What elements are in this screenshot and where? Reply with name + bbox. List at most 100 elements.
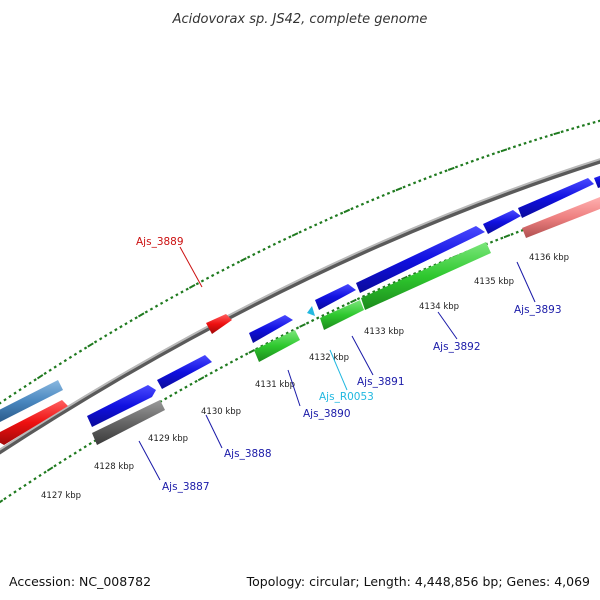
ruler-label: 4135 kbp bbox=[474, 277, 514, 287]
ruler-tick bbox=[303, 228, 307, 232]
gene-arrow[interactable] bbox=[315, 284, 356, 310]
reverse-gene-track bbox=[0, 197, 600, 445]
ruler-label: 4127 kbp bbox=[41, 491, 81, 501]
ruler-tick bbox=[298, 230, 302, 234]
ruler-tick bbox=[248, 349, 256, 354]
ruler-tick bbox=[137, 312, 145, 318]
ruler-tick bbox=[372, 290, 376, 294]
ruler-tick bbox=[78, 448, 82, 452]
gene-arrow[interactable] bbox=[361, 242, 491, 310]
gene-label-ajs-3887[interactable]: Ajs_3887 bbox=[162, 481, 210, 493]
outer-ruler bbox=[0, 119, 600, 405]
ruler-tick bbox=[63, 358, 67, 363]
ruler-tick bbox=[175, 293, 179, 297]
ruler-tick bbox=[523, 141, 527, 145]
gene-label-ajs-3888[interactable]: Ajs_3888 bbox=[224, 448, 272, 460]
ruler-tick bbox=[475, 157, 480, 161]
ruler-labels: 4127 kbp 4128 kbp 4129 kbp 4130 kbp 4131… bbox=[41, 253, 569, 501]
gene-label-ajs-3893[interactable]: Ajs_3893 bbox=[514, 304, 562, 316]
gene-label-ajs-r0053[interactable]: Ajs_R0053 bbox=[319, 391, 374, 403]
gene-label-ajs-3891[interactable]: Ajs_3891 bbox=[357, 376, 405, 388]
ruler-tick bbox=[470, 159, 474, 163]
ruler-tick bbox=[205, 276, 210, 280]
ruler-tick bbox=[376, 196, 380, 200]
ruler-tick bbox=[224, 363, 229, 367]
ruler-tick bbox=[104, 334, 108, 338]
ruler-tick bbox=[401, 275, 408, 281]
ruler-tick bbox=[36, 374, 44, 380]
ruler-tick bbox=[154, 304, 159, 308]
gene-arrow[interactable] bbox=[518, 178, 594, 218]
ruler-tick bbox=[503, 234, 511, 239]
ruler-tick bbox=[495, 238, 499, 242]
ruler-tick bbox=[165, 298, 169, 303]
ruler-tick bbox=[0, 499, 4, 504]
ruler-tick bbox=[334, 214, 339, 218]
ruler-tick bbox=[8, 394, 12, 399]
ruler-tick bbox=[87, 342, 94, 348]
ruler-tick bbox=[48, 368, 52, 372]
ruler-tick bbox=[592, 121, 596, 124]
ruler-tick bbox=[402, 185, 406, 189]
gene-arrow[interactable] bbox=[0, 400, 68, 445]
ruler-tick bbox=[83, 445, 87, 449]
gene-arrow[interactable] bbox=[356, 226, 485, 293]
ruler-tick bbox=[114, 328, 118, 332]
ruler-tick bbox=[247, 255, 251, 259]
ruler-tick bbox=[510, 232, 514, 236]
ruler-tick bbox=[295, 326, 300, 330]
ruler-tick bbox=[518, 143, 522, 147]
ruler-tick bbox=[392, 189, 396, 193]
ruler-tick bbox=[144, 310, 149, 314]
ruler-tick bbox=[324, 218, 328, 222]
ruler-tick bbox=[3, 496, 7, 501]
gene-arrow[interactable] bbox=[307, 306, 315, 316]
gene-arrow[interactable] bbox=[87, 385, 156, 427]
ruler-tick bbox=[361, 294, 366, 298]
gene-arrow[interactable] bbox=[0, 380, 63, 422]
gene-label-ajs-3892[interactable]: Ajs_3892 bbox=[433, 341, 481, 353]
ruler-tick bbox=[565, 128, 569, 132]
ruler-tick bbox=[43, 371, 47, 376]
ruler-tick bbox=[553, 131, 561, 136]
ruler-tick bbox=[397, 278, 401, 282]
ruler-tick bbox=[447, 166, 455, 171]
ruler-tick bbox=[571, 127, 575, 130]
ruler-tick bbox=[3, 398, 7, 402]
ruler-tick bbox=[539, 136, 543, 140]
ruler-tick bbox=[439, 171, 443, 175]
gene-label-ajs-3889[interactable]: Ajs_3889 bbox=[136, 236, 184, 248]
ruler-tick bbox=[124, 322, 128, 326]
ruler-tick bbox=[392, 280, 396, 285]
gene-arrow[interactable] bbox=[249, 315, 293, 343]
gene-arrow[interactable] bbox=[206, 314, 232, 334]
gene-arrow[interactable] bbox=[320, 300, 364, 330]
ruler-tick bbox=[58, 460, 62, 465]
ruler-tick bbox=[407, 183, 411, 187]
map-title: Acidovorax sp. JS42, complete genome bbox=[172, 12, 428, 27]
ruler-tick bbox=[260, 344, 264, 348]
ruler-tick bbox=[512, 145, 517, 149]
gene-arrow[interactable] bbox=[594, 172, 600, 188]
gene-arrow[interactable] bbox=[92, 400, 165, 445]
ruler-tick bbox=[365, 200, 370, 204]
ruler-tick bbox=[73, 451, 77, 455]
ruler-tick bbox=[221, 268, 225, 272]
ruler-tick bbox=[33, 477, 37, 481]
ruler-label: 4130 kbp bbox=[201, 407, 241, 417]
gene-arrow[interactable] bbox=[157, 355, 212, 389]
gene-arrow[interactable] bbox=[254, 330, 300, 362]
ruler-tick bbox=[83, 346, 88, 350]
gene-arrow[interactable] bbox=[483, 210, 521, 234]
ruler-tick bbox=[343, 208, 351, 214]
gene-arrow[interactable] bbox=[522, 197, 600, 238]
ruler-tick bbox=[197, 376, 205, 382]
ruler-label: 4129 kbp bbox=[148, 434, 188, 444]
ruler-tick bbox=[288, 235, 292, 239]
gene-label-ajs-3890[interactable]: Ajs_3890 bbox=[303, 408, 351, 420]
ruler-tick bbox=[428, 265, 432, 269]
ruler-tick bbox=[290, 329, 294, 333]
ruler-tick bbox=[346, 301, 350, 305]
ruler-tick bbox=[63, 457, 67, 462]
